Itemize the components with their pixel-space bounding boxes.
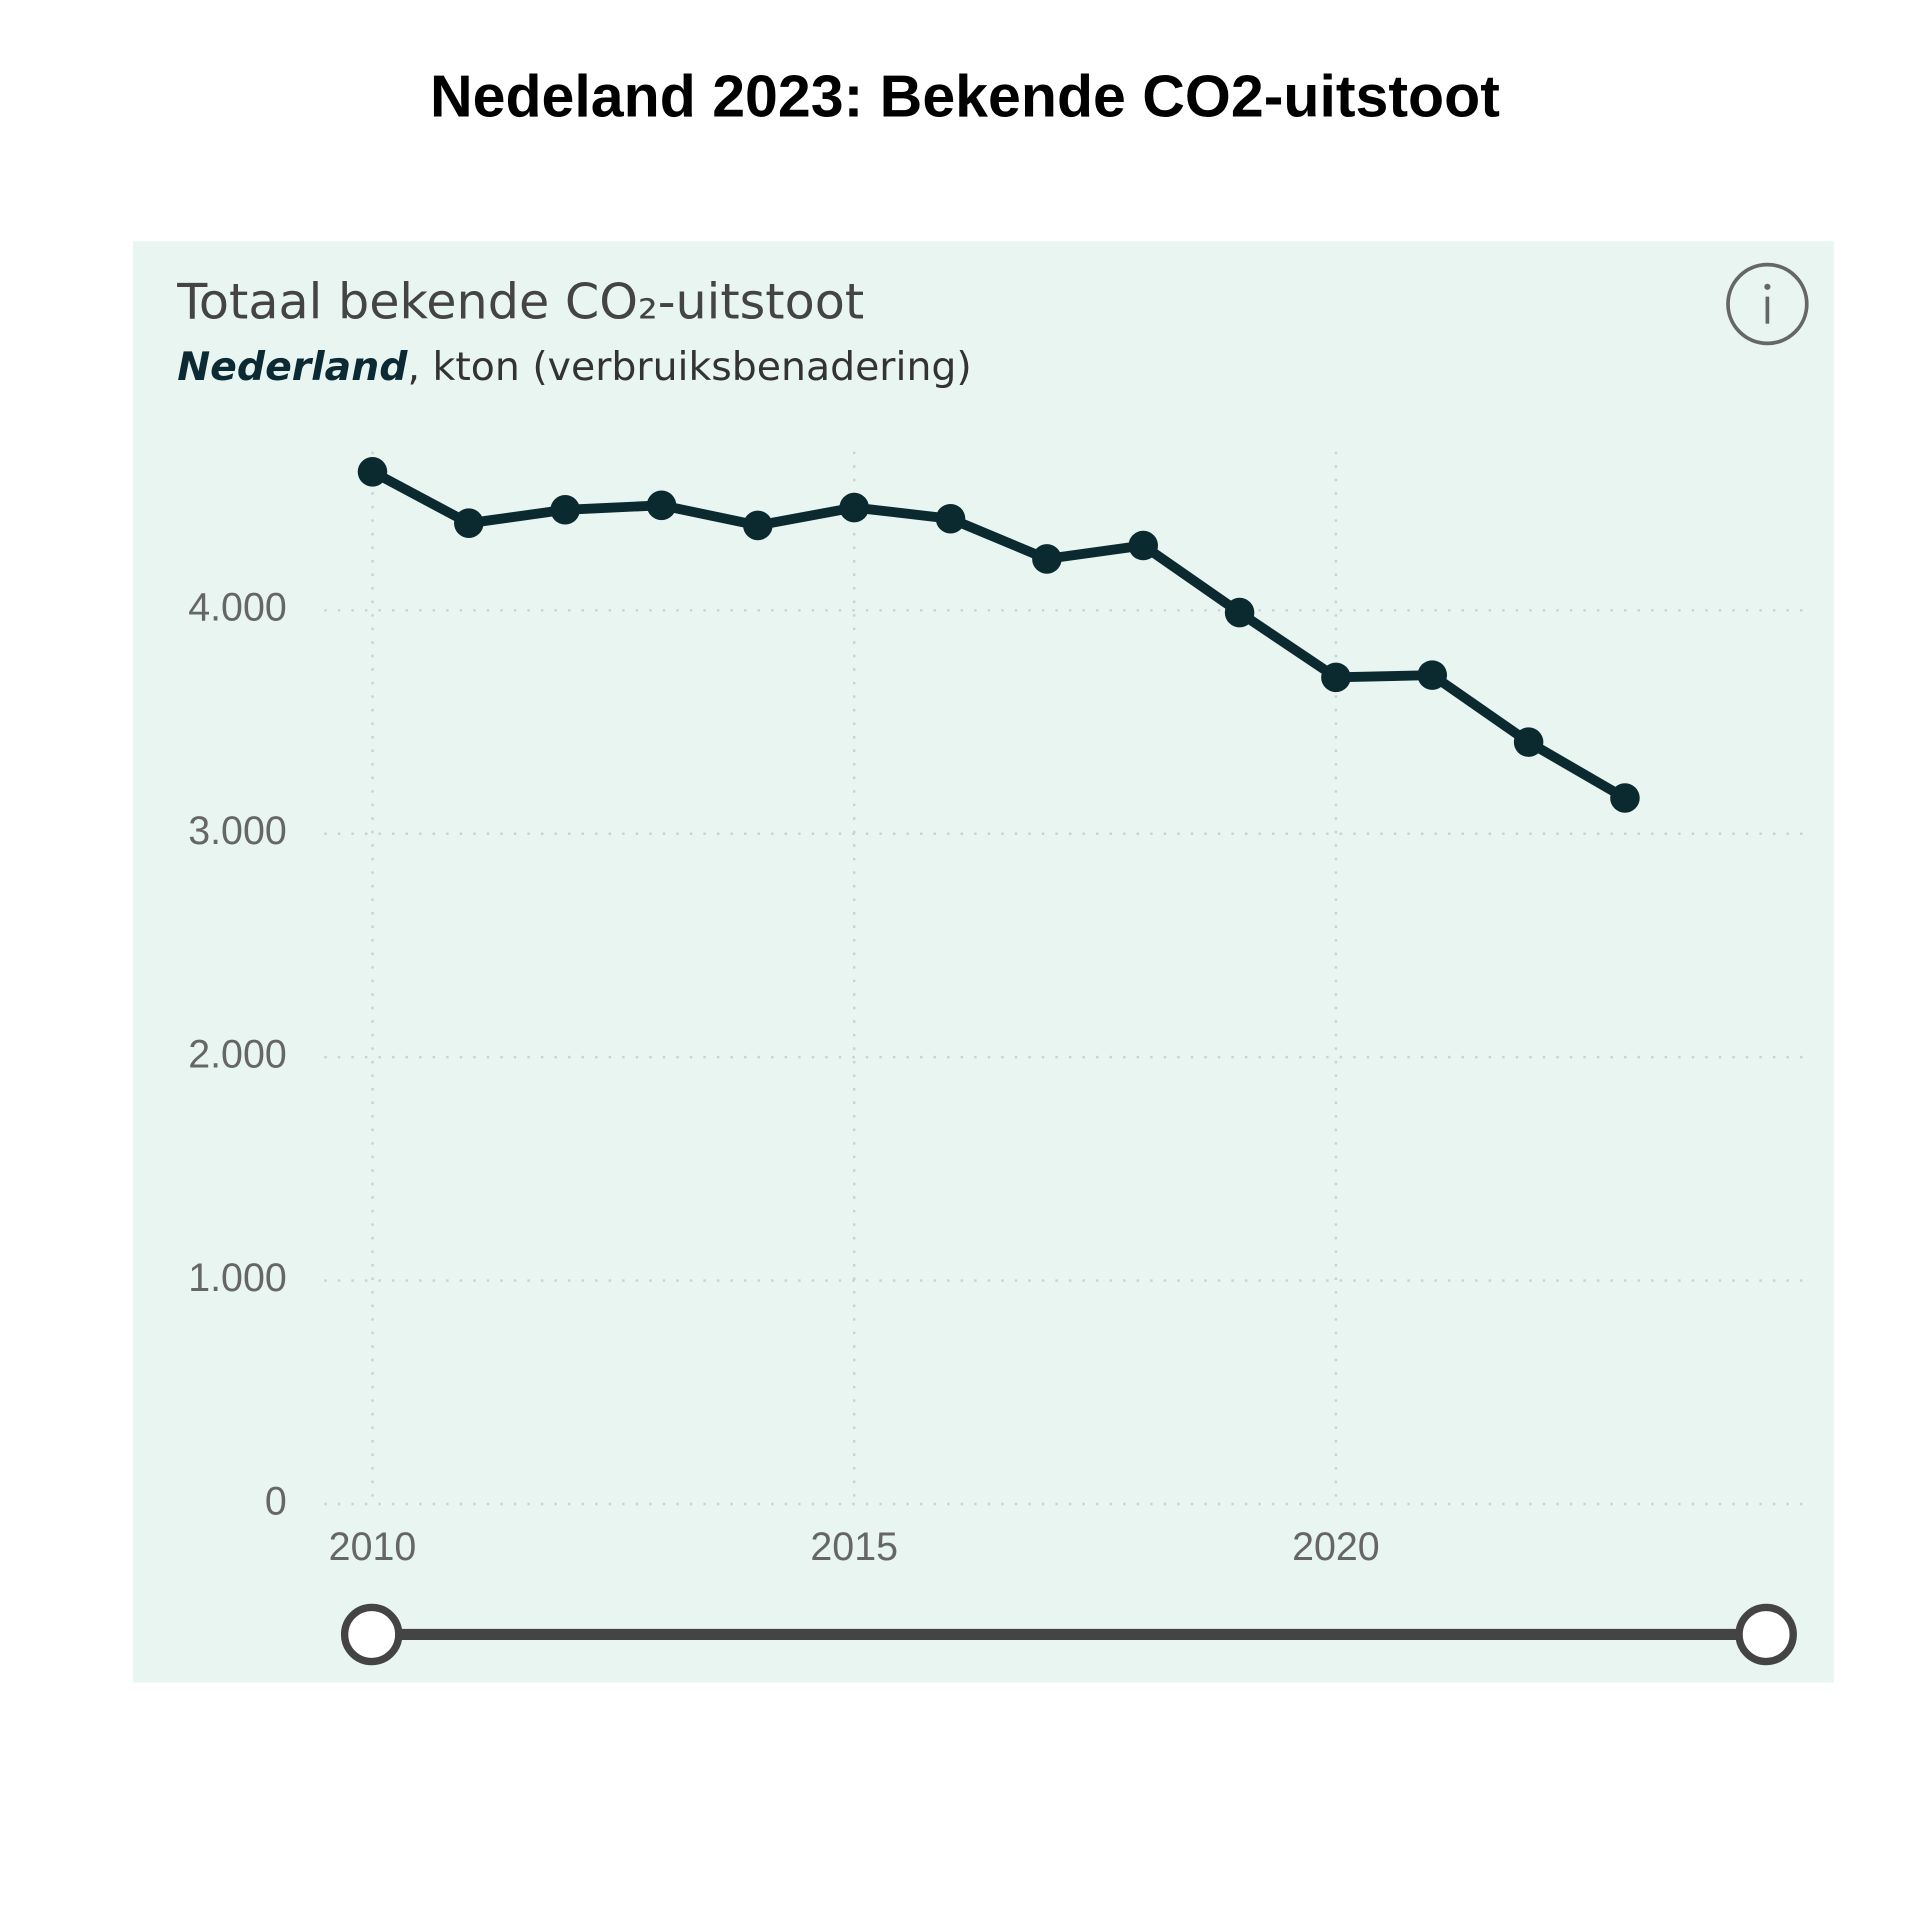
point xyxy=(1128,530,1158,561)
point xyxy=(1513,727,1544,757)
line xyxy=(370,467,1628,803)
point xyxy=(743,510,773,541)
point xyxy=(1224,597,1255,628)
y-tick-label: 3.000 xyxy=(188,809,287,853)
info-icon[interactable] xyxy=(1726,262,1809,346)
slider-handle[interactable] xyxy=(1735,1603,1797,1666)
point xyxy=(935,503,966,534)
x-tick-label: 2020 xyxy=(1292,1525,1380,1569)
y-tick-label: 1.000 xyxy=(188,1256,287,1300)
x-tick-label: 2015 xyxy=(810,1525,898,1569)
point xyxy=(1417,660,1448,690)
panel xyxy=(132,241,1834,1683)
info-circle[interactable] xyxy=(1726,262,1809,346)
slider-handle[interactable] xyxy=(340,1603,403,1666)
chart-title: Totaal bekende CO₂-uitstoot xyxy=(176,273,864,331)
point xyxy=(1321,662,1351,693)
point xyxy=(550,495,580,525)
y-tick-label: 4.000 xyxy=(188,586,287,630)
point xyxy=(1610,783,1640,813)
page-title: Nedeland 2023: Bekende CO2-uitstoot xyxy=(430,64,1500,130)
range-slider[interactable] xyxy=(340,1603,1797,1666)
y-tick-label: 2.000 xyxy=(188,1033,287,1077)
point xyxy=(839,492,869,523)
info-dot[interactable] xyxy=(1764,283,1771,290)
plot: 0 1.000 2.000 3.000 4.000 2010 2015 2020 xyxy=(188,451,1808,1569)
point xyxy=(357,457,388,487)
chart-subtitle: Nederland, kton (verbruiksbenadering) xyxy=(177,344,972,390)
y-tick-label: 0 xyxy=(265,1479,287,1523)
subtitle-rest: , kton (verbruiksbenadering) xyxy=(407,344,971,390)
point xyxy=(454,508,484,538)
point xyxy=(646,490,677,521)
x-tick-label: 2010 xyxy=(329,1525,417,1569)
subtitle-place: Nederland xyxy=(177,344,408,390)
point xyxy=(1032,544,1062,574)
